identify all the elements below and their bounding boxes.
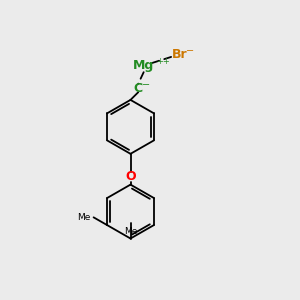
Text: −: − <box>142 80 150 89</box>
Text: Me: Me <box>124 227 137 236</box>
Text: Mg: Mg <box>133 59 154 72</box>
Text: O: O <box>125 170 136 183</box>
Text: Br: Br <box>172 48 187 61</box>
Text: Me: Me <box>77 213 91 222</box>
Text: −: − <box>186 46 194 56</box>
Text: ++: ++ <box>156 57 170 66</box>
Text: C: C <box>134 82 143 95</box>
